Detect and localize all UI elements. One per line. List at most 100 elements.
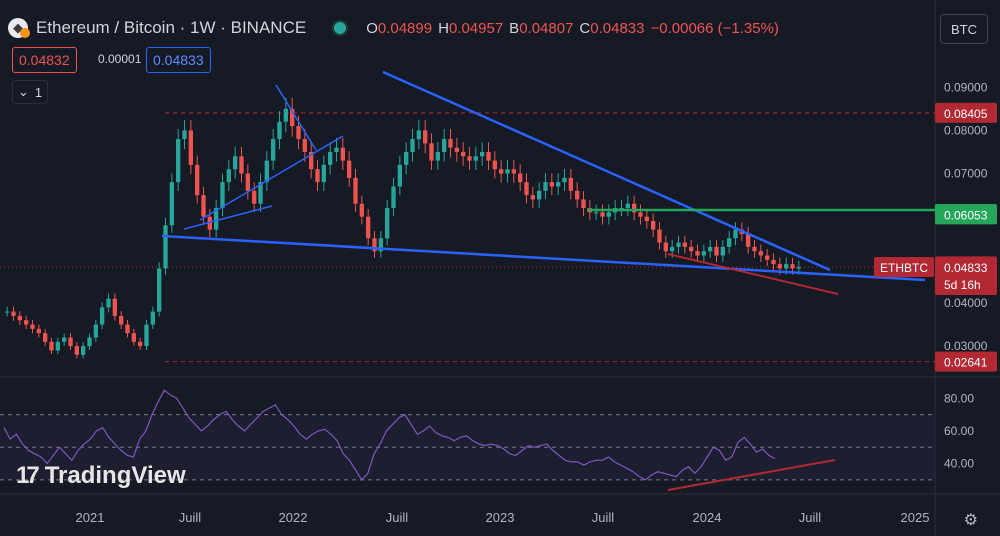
candle-body xyxy=(651,221,656,230)
candle xyxy=(518,164,523,191)
candle xyxy=(55,337,60,355)
price-tick-label: 0.04000 xyxy=(944,296,988,310)
candle-body xyxy=(125,324,130,334)
candle xyxy=(556,173,561,196)
indicators-toggle[interactable]: ⌄ 1 xyxy=(12,80,48,104)
candle xyxy=(568,168,573,200)
spread-value: 0.00001 xyxy=(98,52,142,66)
candle xyxy=(93,320,98,342)
candle-body xyxy=(271,139,276,161)
candle xyxy=(701,244,706,263)
candle-body xyxy=(264,160,269,183)
candle xyxy=(416,120,421,150)
candle xyxy=(524,173,529,204)
chart-header: ◆ Ethereum / Bitcoin · 1W · BINANCE O0.0… xyxy=(8,14,779,42)
time-tick-label: 2021 xyxy=(76,510,105,525)
candle-body xyxy=(119,315,124,325)
candle-body xyxy=(30,324,35,329)
channel-line-upper xyxy=(199,135,344,221)
candle-body xyxy=(131,333,136,342)
candle xyxy=(328,142,333,175)
candle xyxy=(226,160,231,191)
price-badge: 0.02641 xyxy=(935,351,997,372)
candle xyxy=(505,160,510,183)
candle-body xyxy=(55,341,60,351)
candle xyxy=(347,151,352,187)
candle-body xyxy=(670,246,675,252)
currency-button[interactable]: BTC xyxy=(940,14,988,44)
rsi-tick-label: 80.00 xyxy=(944,391,974,405)
candle-body xyxy=(758,251,763,256)
candle-body xyxy=(93,324,98,338)
tradingview-icon: 17 xyxy=(16,462,40,489)
candle xyxy=(176,128,181,191)
candle-body xyxy=(226,169,231,183)
candle xyxy=(17,311,22,325)
candle xyxy=(442,128,447,162)
candle xyxy=(714,240,719,263)
candle xyxy=(359,195,364,225)
buy-price-button[interactable]: 0.04833 xyxy=(146,47,211,73)
candle-body xyxy=(594,212,599,214)
candle xyxy=(11,306,16,321)
candle-body xyxy=(5,311,10,313)
price-divergence-line xyxy=(667,253,839,295)
candle-body xyxy=(746,233,751,247)
candle-body xyxy=(391,186,396,209)
candle-body xyxy=(644,216,649,221)
candle xyxy=(625,195,630,217)
symbol-title[interactable]: Ethereum / Bitcoin · 1W · BINANCE xyxy=(36,18,307,37)
last-price-label: 0.04833 xyxy=(944,261,988,275)
symbol-badge-label: ETHBTC xyxy=(880,261,928,275)
candle xyxy=(657,222,662,250)
candle-body xyxy=(606,212,611,217)
candle xyxy=(549,173,554,196)
price-tick-label: 0.09000 xyxy=(944,80,988,94)
candle xyxy=(391,177,396,217)
candle-body xyxy=(404,151,409,165)
candle-body xyxy=(454,147,459,152)
rsi-divergence-line xyxy=(667,459,836,491)
candle xyxy=(600,204,605,225)
candle-body xyxy=(372,238,377,252)
wedge-line xyxy=(275,84,317,151)
candle xyxy=(24,315,29,330)
candle-body xyxy=(714,246,719,256)
candle xyxy=(651,213,656,238)
candle xyxy=(112,293,117,321)
candle-body xyxy=(435,151,440,161)
settings-gear-icon[interactable]: ⚙ xyxy=(963,512,978,529)
candle xyxy=(771,253,776,271)
candle xyxy=(62,333,67,346)
candle-body xyxy=(214,208,219,230)
bitcoin-icon xyxy=(20,28,30,38)
candle xyxy=(581,191,586,217)
price-badge-label: 0.02641 xyxy=(944,356,988,370)
candle-body xyxy=(233,156,238,170)
candle-body xyxy=(442,139,447,152)
candle-body xyxy=(777,264,782,269)
candle-body xyxy=(245,173,250,191)
candle-body xyxy=(321,164,326,183)
sell-price-button[interactable]: 0.04832 xyxy=(12,47,77,73)
candle-body xyxy=(790,264,795,269)
candle-body xyxy=(163,225,168,269)
candle-body xyxy=(505,169,510,174)
rsi-tick-label: 60.00 xyxy=(944,424,974,438)
market-status-icon[interactable] xyxy=(332,20,349,36)
candle xyxy=(220,173,225,217)
candle xyxy=(511,160,516,183)
price-tick-label: 0.08000 xyxy=(944,123,988,137)
candle xyxy=(131,328,136,346)
candle-body xyxy=(796,267,801,269)
candle-body xyxy=(36,328,41,334)
candle xyxy=(372,231,377,258)
candle-body xyxy=(695,251,700,256)
candle-body xyxy=(537,190,542,200)
candle-body xyxy=(188,130,193,165)
candle xyxy=(182,120,187,150)
candle xyxy=(5,306,10,317)
candle-body xyxy=(106,298,111,308)
candle-body xyxy=(556,182,561,187)
